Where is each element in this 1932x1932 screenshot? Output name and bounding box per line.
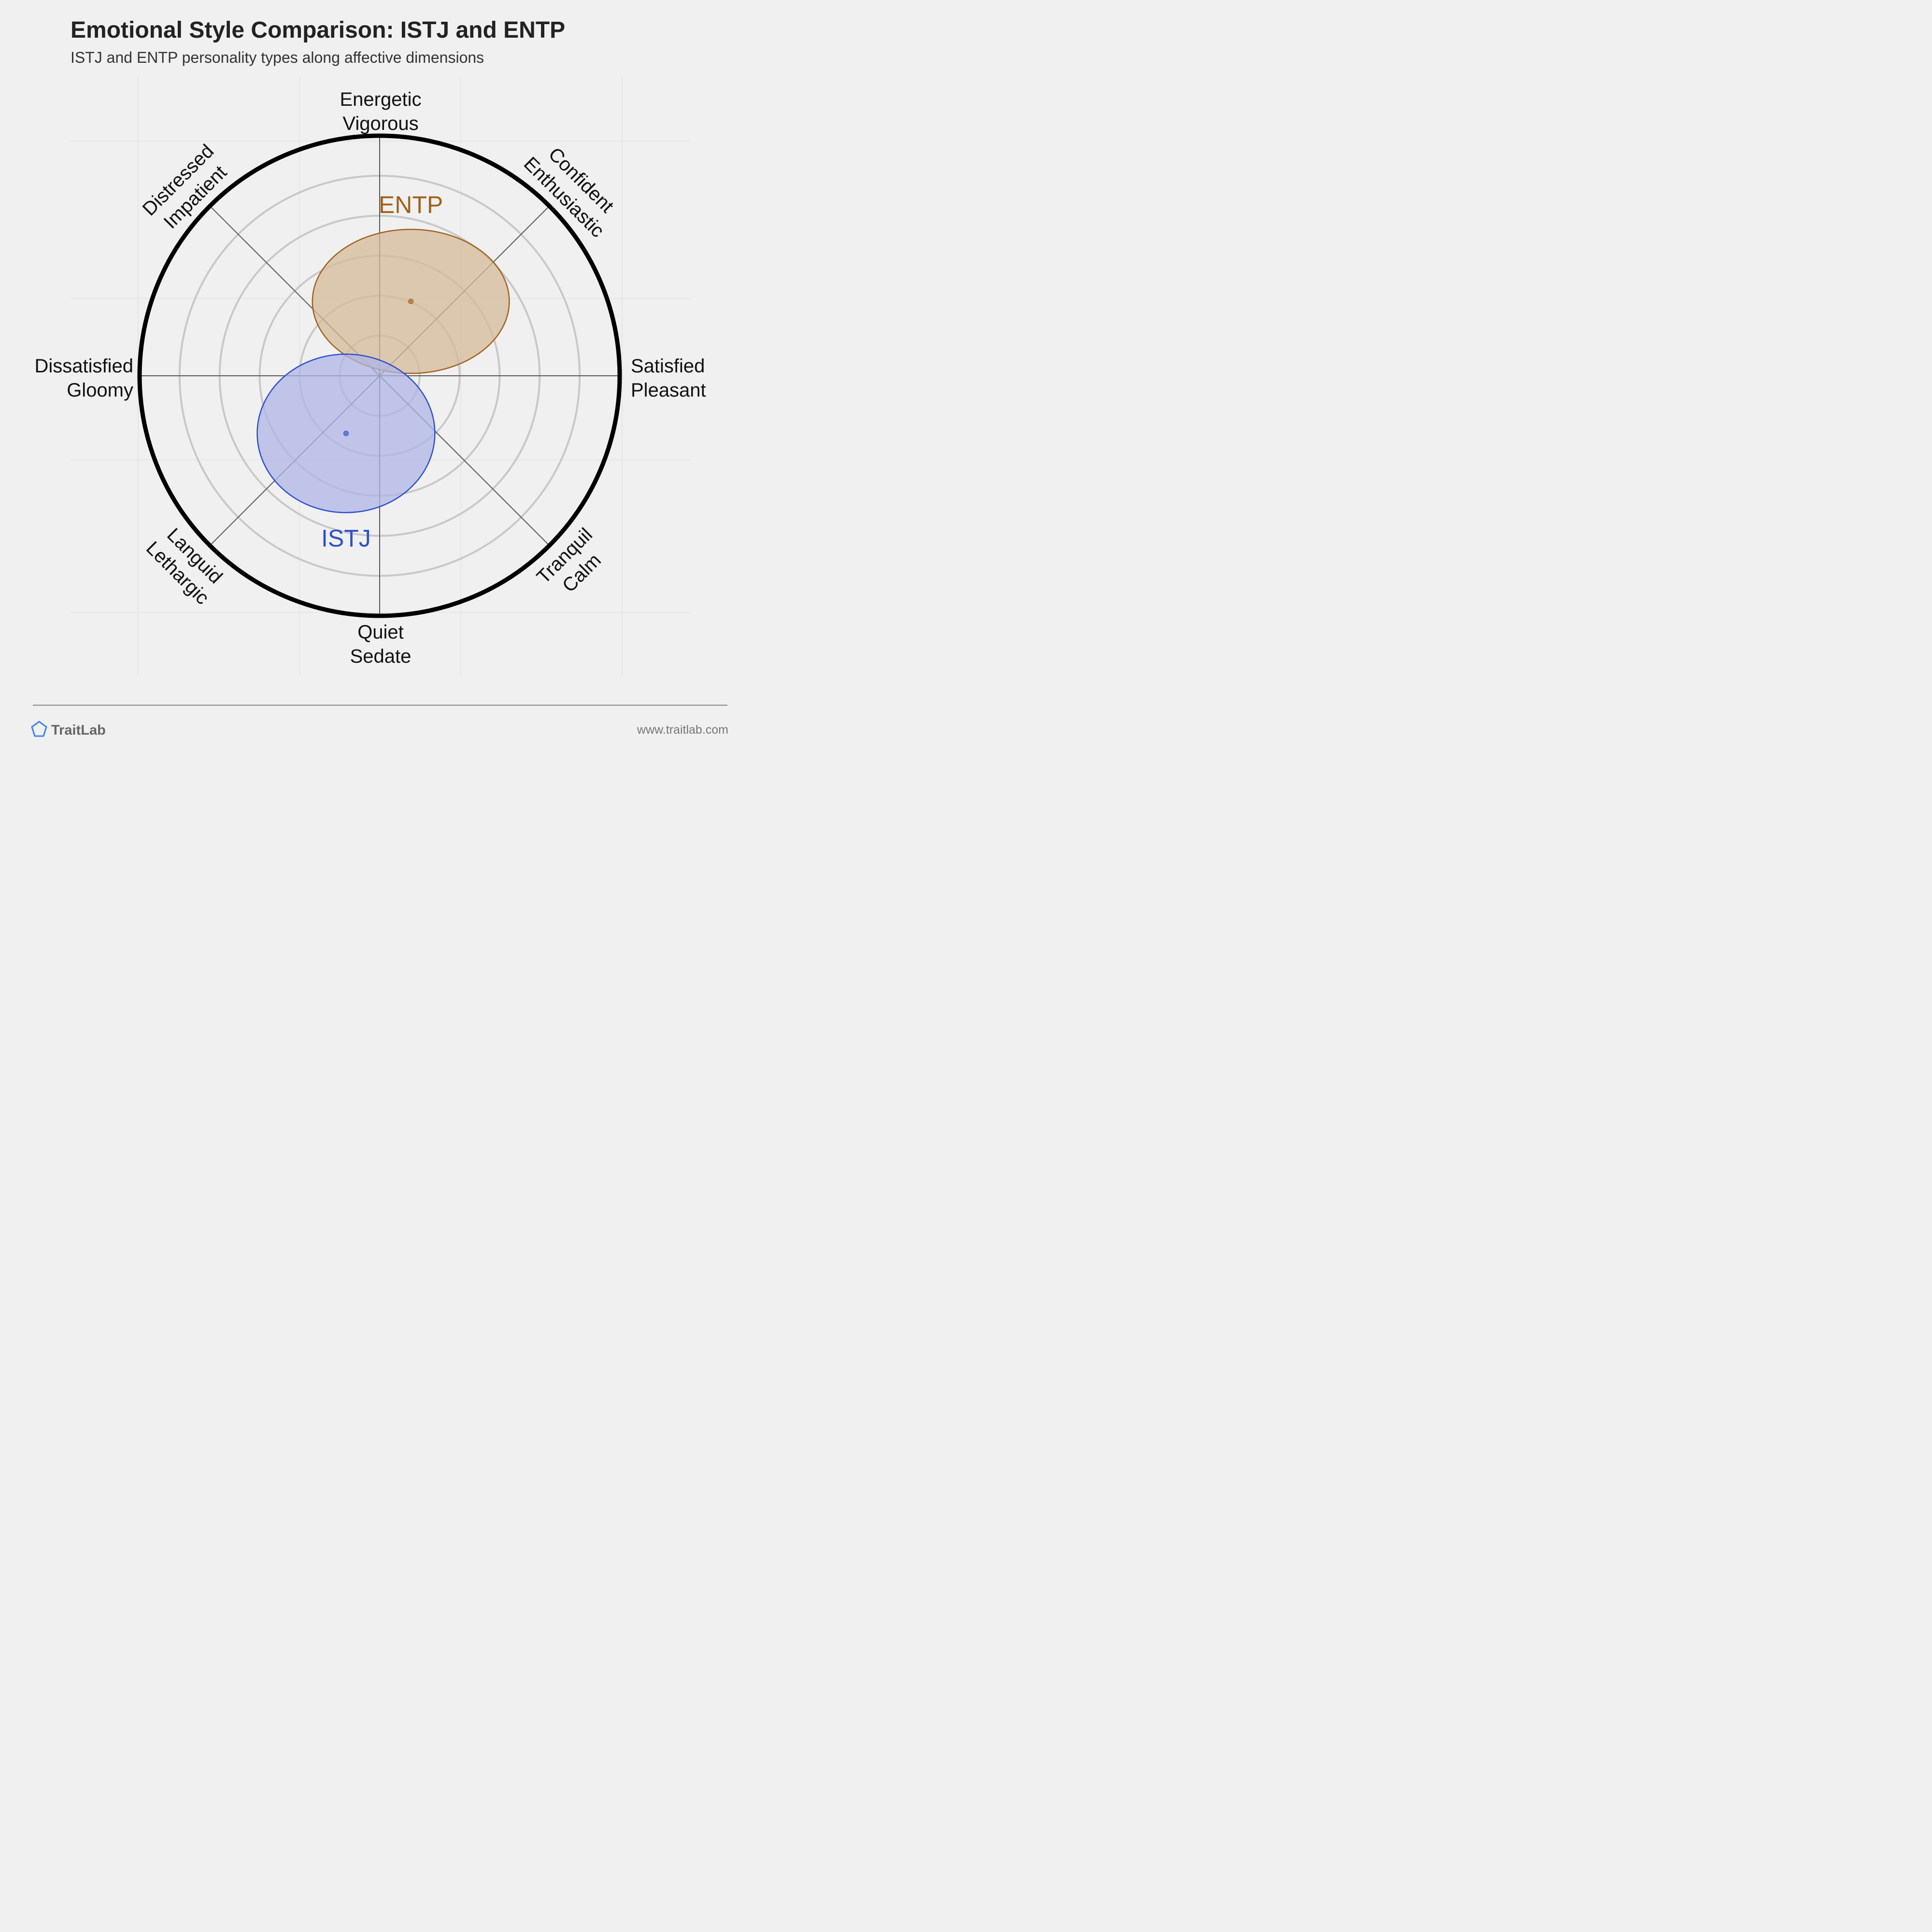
- chart-svg: Emotional Style Comparison: ISTJ and ENT…: [31, 17, 728, 738]
- axis-label-line: Quiet: [357, 622, 404, 643]
- axis-label-line: Sedate: [350, 646, 412, 667]
- axis-label-line: Dissatisfied: [34, 355, 133, 377]
- axis-label-line: Satisfied: [631, 355, 705, 377]
- brand-name: TraitLab: [51, 723, 106, 738]
- chart-page: Emotional Style Comparison: ISTJ and ENT…: [0, 0, 757, 757]
- axis-label-bottom: Quiet Sedate: [350, 622, 412, 667]
- istj-center-point: [343, 430, 349, 436]
- outer-ring-circle: [137, 133, 622, 618]
- entp-label: ENTP: [379, 191, 443, 218]
- brand-url[interactable]: www.traitlab.com: [637, 723, 728, 737]
- axis-label-line: Energetic: [340, 89, 422, 110]
- outer-ring: [137, 133, 622, 618]
- axis-label-line: Vigorous: [342, 113, 418, 134]
- axis-label-left: Dissatisfied Gloomy: [34, 355, 133, 401]
- chart-title: Emotional Style Comparison: ISTJ and ENT…: [71, 17, 565, 43]
- axis-label-right: Satisfied Pleasant: [631, 355, 706, 401]
- axis-label-line: Gloomy: [67, 380, 133, 401]
- entp-center-point: [408, 298, 414, 304]
- istj-label: ISTJ: [321, 525, 371, 552]
- chart-subtitle: ISTJ and ENTP personality types along af…: [71, 49, 484, 66]
- axis-label-line: Pleasant: [631, 380, 706, 401]
- axis-label-top: Energetic Vigorous: [340, 89, 422, 134]
- pentagon-icon: [31, 721, 47, 737]
- series-layer: ENTP ISTJ: [256, 191, 510, 552]
- brand-logo[interactable]: TraitLab: [31, 721, 106, 738]
